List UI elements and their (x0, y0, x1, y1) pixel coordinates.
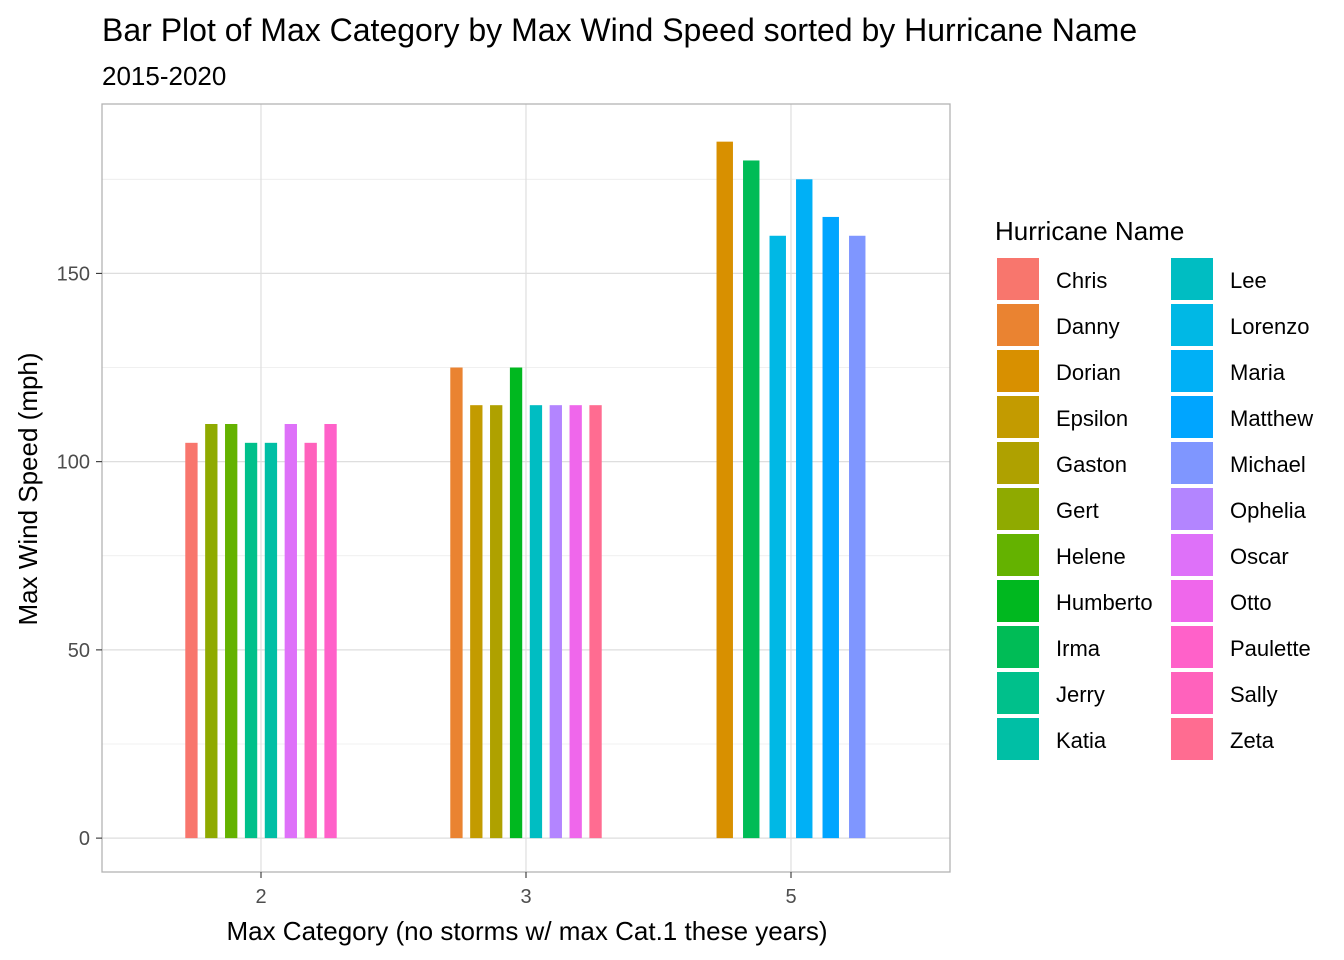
bar-sally (324, 424, 337, 839)
y-tick-label: 150 (57, 263, 90, 285)
chart-subtitle: 2015-2020 (102, 61, 226, 91)
bars (185, 141, 866, 839)
legend-key-lee (1171, 258, 1213, 300)
y-tick-label: 0 (79, 828, 90, 850)
bar-chris (185, 442, 198, 839)
legend-label-maria: Maria (1230, 360, 1286, 385)
bar-oscar (284, 424, 297, 839)
legend-label-ophelia: Ophelia (1230, 498, 1307, 523)
legend-label-epsilon: Epsilon (1056, 406, 1128, 431)
y-tick-label: 100 (57, 452, 90, 474)
bar-lee (529, 405, 543, 839)
legend-key-dorian (997, 350, 1039, 392)
legend-key-jerry (997, 672, 1039, 714)
grid-lines (102, 104, 950, 872)
legend-key-epsilon (997, 396, 1039, 438)
legend-key-helene (997, 534, 1039, 576)
y-axis-title: Max Wind Speed (mph) (13, 352, 43, 625)
bar-michael (849, 235, 866, 839)
legend-key-maria (1171, 350, 1213, 392)
legend: Chris Danny Dorian Epsilon Gaston Gert Helene H… (997, 258, 1313, 760)
legend-label-katia: Katia (1056, 728, 1107, 753)
legend-key-humberto (997, 580, 1039, 622)
bar-zeta (589, 405, 602, 839)
legend-key-irma (997, 626, 1039, 668)
legend-key-katia (997, 718, 1039, 760)
legend-label-chris: Chris (1056, 268, 1107, 293)
legend-key-gert (997, 488, 1039, 530)
legend-key-ophelia (1171, 488, 1213, 530)
legend-label-lorenzo: Lorenzo (1230, 314, 1310, 339)
legend-label-jerry: Jerry (1056, 682, 1105, 707)
x-axis-title: Max Category (no storms w/ max Cat.1 the… (226, 916, 827, 946)
legend-title: Hurricane Name (995, 216, 1184, 246)
legend-key-otto (1171, 580, 1213, 622)
bar-jerry (244, 442, 258, 839)
bar-gaston (490, 405, 503, 839)
legend-label-paulette: Paulette (1230, 636, 1311, 661)
bar-epsilon (470, 405, 483, 839)
x-axis-ticks: 2 3 5 (255, 872, 797, 908)
legend-key-chris (997, 258, 1039, 300)
legend-label-helene: Helene (1056, 544, 1126, 569)
bar-ophelia (549, 405, 562, 839)
bar-danny (450, 367, 463, 839)
x-tick-label: 5 (785, 886, 796, 908)
x-tick-label: 2 (255, 886, 266, 908)
legend-label-oscar: Oscar (1230, 544, 1289, 569)
bar-lorenzo (769, 235, 786, 839)
bar-dorian (716, 141, 733, 839)
y-tick-label: 50 (68, 640, 90, 662)
legend-label-sally: Sally (1230, 682, 1278, 707)
chart-title: Bar Plot of Max Category by Max Wind Spe… (102, 12, 1137, 48)
legend-label-gert: Gert (1056, 498, 1099, 523)
legend-key-lorenzo (1171, 304, 1213, 346)
legend-label-matthew: Matthew (1230, 406, 1313, 431)
legend-key-danny (997, 304, 1039, 346)
bar-irma (743, 160, 760, 839)
legend-label-danny: Danny (1056, 314, 1120, 339)
legend-key-sally (1171, 672, 1213, 714)
bar-otto (569, 405, 582, 839)
y-axis-ticks: 0 50 100 150 (57, 263, 102, 850)
legend-label-michael: Michael (1230, 452, 1306, 477)
bar-maria (796, 179, 813, 839)
legend-key-gaston (997, 442, 1039, 484)
bar-gert (205, 424, 218, 839)
legend-label-dorian: Dorian (1056, 360, 1121, 385)
legend-label-zeta: Zeta (1230, 728, 1275, 753)
legend-label-otto: Otto (1230, 590, 1272, 615)
legend-label-humberto: Humberto (1056, 590, 1153, 615)
legend-key-oscar (1171, 534, 1213, 576)
bar-matthew (822, 216, 839, 839)
x-tick-label: 3 (520, 886, 531, 908)
legend-key-matthew (1171, 396, 1213, 438)
legend-label-irma: Irma (1056, 636, 1101, 661)
legend-key-paulette (1171, 626, 1213, 668)
legend-key-zeta (1171, 718, 1213, 760)
bar-katia (264, 442, 278, 839)
legend-label-lee: Lee (1230, 268, 1267, 293)
bar-paulette (304, 442, 317, 839)
bar-humberto (509, 367, 523, 839)
legend-label-gaston: Gaston (1056, 452, 1127, 477)
bar-helene (225, 424, 238, 839)
legend-key-michael (1171, 442, 1213, 484)
